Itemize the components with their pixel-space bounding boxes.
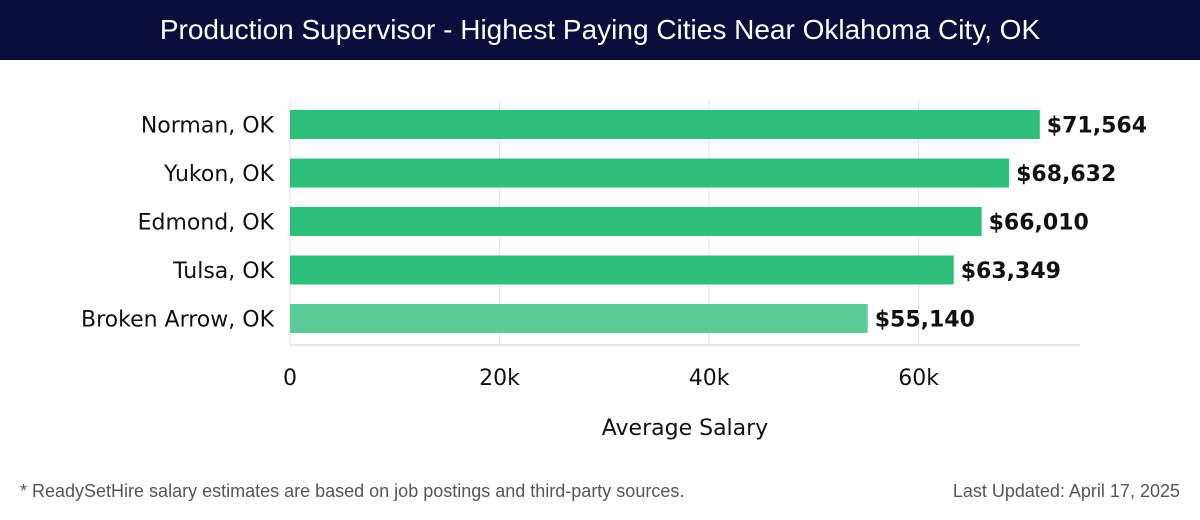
x-tick-label: 0 xyxy=(283,366,297,391)
category-label: Edmond, OK xyxy=(138,211,275,236)
x-tick-label: 60k xyxy=(898,366,939,391)
last-updated: Last Updated: April 17, 2025 xyxy=(952,481,1180,501)
chart-title: Production Supervisor - Highest Paying C… xyxy=(0,0,1200,60)
value-label: $71,564 xyxy=(1047,114,1147,139)
x-tick-label: 40k xyxy=(689,366,730,391)
category-label: Norman, OK xyxy=(141,114,275,139)
category-label: Tulsa, OK xyxy=(172,259,274,284)
bar xyxy=(290,304,868,333)
bar xyxy=(290,158,1010,188)
bar xyxy=(290,110,1040,139)
category-label: Yukon, OK xyxy=(163,162,275,187)
value-label: $55,140 xyxy=(875,308,975,333)
category-label: Broken Arrow, OK xyxy=(81,308,275,333)
bar xyxy=(290,207,982,236)
bar xyxy=(290,255,954,285)
salary-bar-chart: 0 20k 40k 60k Norman, OK $71,564 Yukon, OK $68,… xyxy=(81,100,1147,441)
footer-note: * ReadySetHire salary estimates are base… xyxy=(20,481,685,501)
value-label: $63,349 xyxy=(961,259,1061,284)
x-tick-label: 20k xyxy=(479,366,520,391)
value-label: $66,010 xyxy=(989,211,1089,236)
x-axis-label: Average Salary xyxy=(602,416,768,441)
value-label: $68,632 xyxy=(1016,162,1116,187)
